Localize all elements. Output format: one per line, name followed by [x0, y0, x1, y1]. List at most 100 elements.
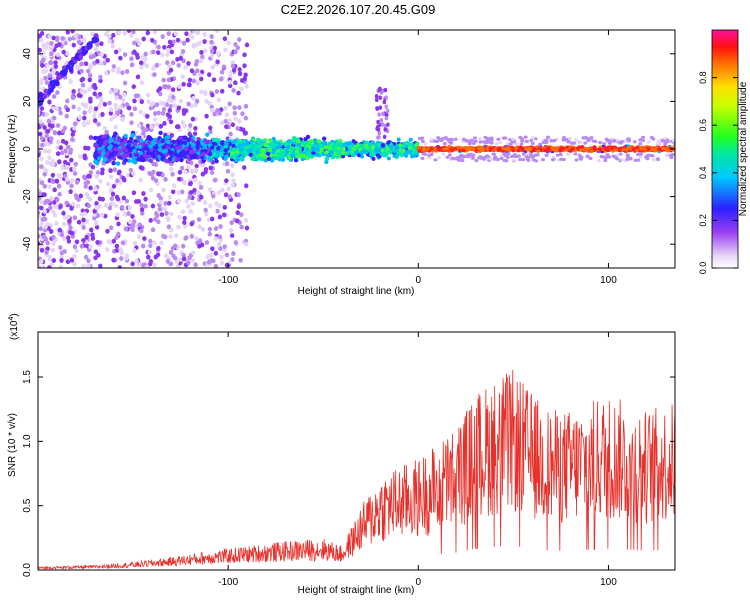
heatmap-cell — [213, 250, 219, 256]
heatmap-cell — [44, 133, 49, 139]
heatmap-cell — [76, 197, 81, 202]
heatmap-cell — [49, 229, 54, 234]
heatmap-cells — [38, 30, 675, 268]
heatmap-cell — [110, 43, 115, 49]
heatmap-cell — [75, 203, 81, 209]
heatmap-cell — [41, 43, 46, 48]
heatmap-cell — [179, 157, 184, 163]
heatmap-cell — [209, 107, 215, 113]
heatmap-cell — [131, 190, 137, 196]
heatmap-cell — [139, 99, 145, 105]
heatmap-cell — [210, 246, 215, 252]
heatmap-cell — [87, 73, 93, 78]
heatmap-cell — [226, 40, 231, 46]
heatmap-cell — [121, 176, 126, 181]
heatmap-cell — [289, 145, 295, 151]
heatmap-cell — [39, 156, 44, 162]
heatmap-cell — [113, 147, 119, 152]
heatmap-cell — [208, 252, 214, 258]
heatmap-cell — [216, 190, 222, 196]
heatmap-cell — [543, 148, 548, 153]
heatmap-cell — [181, 256, 187, 262]
heatmap-cell — [166, 47, 171, 53]
heatmap-cell — [603, 158, 608, 163]
heatmap-cell — [191, 43, 197, 49]
heatmap-cell — [152, 117, 158, 122]
heatmap-cell — [81, 238, 86, 243]
heatmap-cell — [58, 245, 63, 250]
heatmap-cell — [128, 219, 133, 225]
heatmap-cell — [429, 147, 434, 151]
heatmap-cell — [170, 60, 176, 66]
heatmap-cell — [220, 140, 225, 145]
heatmap-cell — [167, 114, 173, 119]
heatmap-cell — [165, 216, 171, 221]
heatmap-cell — [421, 148, 426, 152]
heatmap-cell — [191, 168, 196, 174]
heatmap-cell — [43, 88, 49, 94]
heatmap-cell — [114, 248, 120, 253]
heatmap-cell — [55, 145, 60, 151]
heatmap-cell — [110, 191, 116, 197]
heatmap-cell — [205, 132, 210, 137]
heatmap-cell — [220, 187, 225, 193]
heatmap-cell — [88, 185, 93, 191]
heatmap-cell — [122, 92, 127, 97]
heatmap-cell — [121, 97, 126, 103]
heatmap-cell — [193, 126, 198, 131]
heatmap-cell — [237, 71, 243, 77]
heatmap-cell — [103, 202, 109, 208]
heatmap-cell — [106, 181, 111, 187]
heatmap-cell — [139, 207, 145, 213]
heatmap-cell — [126, 158, 132, 163]
heatmap-cell — [227, 259, 233, 265]
heatmap-cell — [171, 183, 177, 189]
heatmap-cell — [193, 61, 199, 67]
heatmap-cell — [175, 56, 180, 62]
heatmap-cell — [38, 191, 42, 197]
heatmap-cell — [70, 137, 75, 142]
heatmap-cell — [211, 193, 216, 199]
heatmap-cell — [152, 262, 157, 268]
heatmap-cell — [102, 134, 108, 139]
heatmap-cell — [188, 150, 194, 155]
heatmap-cell — [174, 259, 180, 265]
heatmap-cell — [138, 177, 143, 183]
heatmap-cell — [488, 157, 493, 161]
heatmap-cell — [116, 138, 121, 143]
heatmap-cell — [38, 233, 41, 239]
heatmap-cell — [147, 171, 153, 176]
heatmap-cell — [541, 157, 546, 162]
heatmap-cell — [183, 65, 188, 70]
heatmap-cell — [380, 148, 385, 153]
heatmap-cell — [57, 173, 62, 179]
heatmap-cell — [186, 164, 191, 170]
heatmap-cell — [223, 105, 228, 111]
heatmap-cell — [215, 59, 220, 65]
heatmap-cell — [336, 151, 341, 156]
heatmap-cell — [219, 151, 224, 157]
heatmap-cell — [51, 258, 57, 263]
heatmap-cell — [161, 106, 167, 112]
heatmap-cell — [168, 119, 174, 125]
heatmap-cell — [218, 107, 224, 113]
heatmap-cell — [156, 245, 161, 251]
heatmap-cell — [180, 209, 186, 215]
heatmap-cell — [205, 254, 210, 260]
heatmap-cell — [41, 234, 46, 240]
heatmap-cell — [197, 180, 202, 186]
heatmap-cell — [139, 228, 144, 234]
heatmap-cell — [189, 160, 194, 166]
heatmap-cell — [158, 91, 163, 97]
heatmap-cell — [382, 134, 387, 140]
heatmap-cell — [113, 143, 119, 148]
heatmap-cell — [116, 170, 122, 176]
heatmap-cell — [371, 156, 376, 161]
heatmap-cell — [39, 247, 45, 253]
heatmap-cell — [229, 163, 235, 168]
heatmap-cell — [494, 142, 499, 146]
heatmap-cell — [148, 238, 153, 244]
heatmap-cell — [161, 233, 166, 239]
heatmap-cell — [618, 141, 623, 145]
heatmap-cell — [182, 140, 188, 146]
